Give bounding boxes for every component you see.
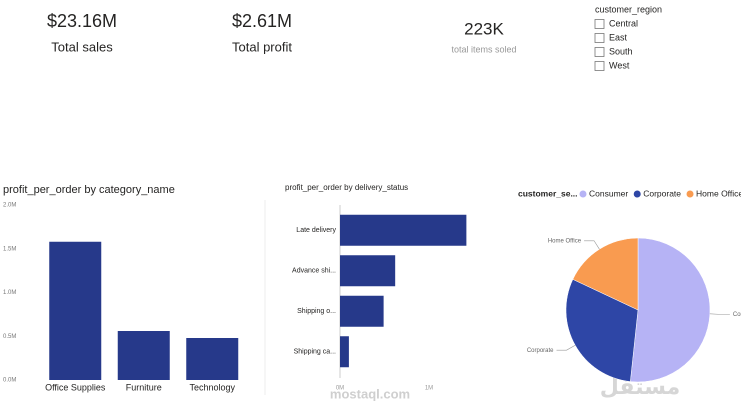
bar [49,241,102,380]
y-tick-label: 1.5M [3,246,16,252]
bar [186,338,239,380]
x-tick-label: Office Supplies [45,382,106,392]
y-tick-label: 0.5M [3,334,16,340]
checkbox[interactable] [594,33,605,43]
slicer-title: customer_region [595,4,662,14]
slicer-option[interactable]: South [609,46,633,56]
x-tick-label: Technology [189,382,235,392]
legend-label[interactable]: Corporate [643,188,681,198]
chart-title: profit_per_order by delivery_status [285,183,408,192]
x-tick-label: 1M [425,386,433,392]
kpi-label: Total profit [232,39,292,54]
y-tick-label: 0.0M [3,378,16,384]
leader-line [709,313,730,315]
bar [340,255,396,287]
y-tick-label: Advance shi... [292,268,336,275]
pie-slice [630,237,711,383]
legend-label[interactable]: Consumer [589,188,628,198]
legend-swatch[interactable] [686,190,694,198]
y-tick-label: 1.0M [3,290,16,296]
x-tick-label: 0M [336,386,344,392]
bar [340,336,349,368]
slice-label: Corporate [527,348,554,354]
bar [340,295,384,327]
slicer-option[interactable]: Central [609,18,638,28]
bar [117,331,170,380]
kpi-value: 223K [464,19,504,38]
y-tick-label: Late delivery [296,227,336,234]
checkbox[interactable] [594,47,605,57]
y-tick-label: Shipping o... [297,308,336,315]
legend-swatch[interactable] [579,190,587,198]
slice-label: Home Office [548,238,582,244]
chart-title: profit_per_order by category_name [3,184,175,196]
kpi-value: $23.16M [47,11,117,31]
slicer-option[interactable]: East [609,32,628,42]
slice-label: Consumer [733,312,741,318]
checkbox[interactable] [594,61,605,71]
leader-line [556,345,576,351]
leader-line [584,240,600,250]
checkbox[interactable] [594,19,605,29]
bar [340,214,467,246]
kpi-value: $2.61M [232,11,292,31]
legend-swatch[interactable] [633,190,641,198]
watermark-url: mostaql.com [330,386,410,401]
slicer-option[interactable]: West [609,60,630,70]
kpi-label: Total sales [51,39,113,54]
y-tick-label: Shipping ca... [294,349,336,356]
x-tick-label: Furniture [126,382,162,392]
legend-title: customer_se... [518,188,578,198]
y-tick-label: 2.0M [3,203,16,209]
legend-label[interactable]: Home Office [696,188,741,198]
kpi-label: total items soled [451,44,516,54]
